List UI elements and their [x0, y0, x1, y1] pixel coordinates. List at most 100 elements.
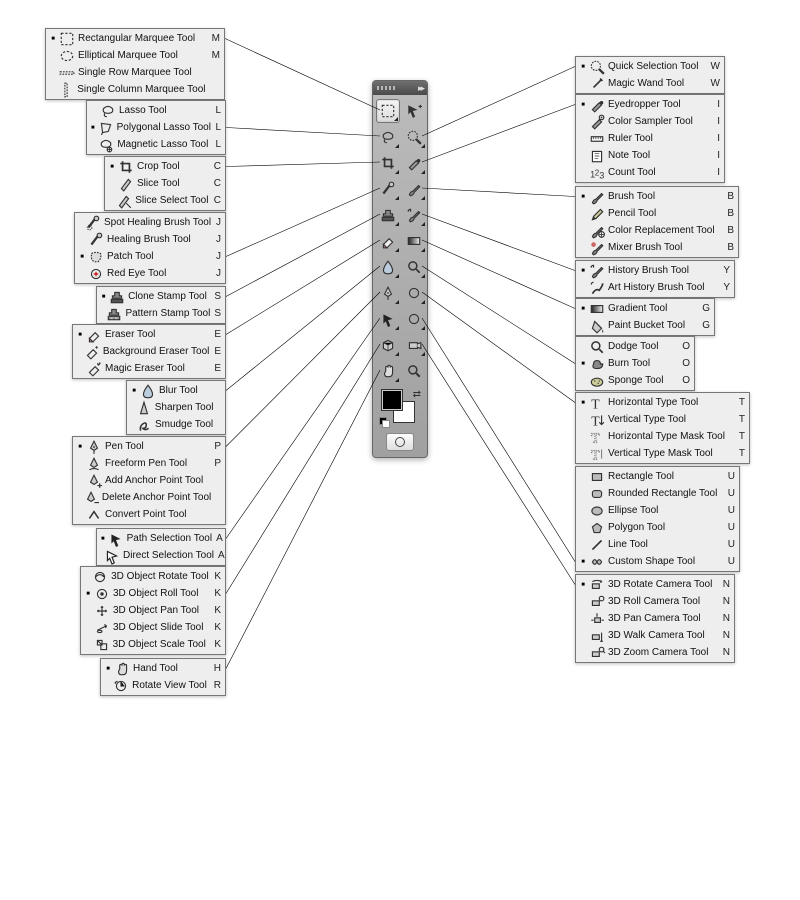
flyout-item[interactable]: Mixer Brush ToolB — [576, 239, 738, 256]
flyout-item[interactable]: ■Patch ToolJ — [75, 248, 225, 265]
flyout-item[interactable]: Delete Anchor Point Tool — [73, 489, 225, 506]
flyout-item[interactable]: ■Custom Shape ToolU — [576, 553, 739, 570]
tool-label: Freeform Pen Tool — [105, 458, 205, 469]
flyout-item[interactable]: ■Clone Stamp ToolS — [97, 288, 225, 305]
flyout-item[interactable]: ■Polygonal Lasso ToolL — [87, 119, 225, 136]
flyout-item[interactable]: Spot Healing Brush ToolJ — [75, 214, 225, 231]
tool-zoom[interactable] — [402, 359, 426, 383]
flyout-item[interactable]: THorizontal Type Mask ToolT — [576, 428, 749, 445]
flyout-item[interactable]: Pattern Stamp ToolS — [97, 305, 225, 322]
flyout-item[interactable]: Single Row Marquee Tool — [46, 64, 224, 81]
flyout-item[interactable]: ■Eyedropper ToolI — [576, 96, 724, 113]
tool-crop[interactable] — [376, 151, 400, 175]
flyout-item[interactable]: 3D Object Slide ToolK — [81, 619, 225, 636]
flyout-item[interactable]: ■Blur Tool — [127, 382, 225, 399]
flyout-item[interactable]: ■Rectangular Marquee ToolM — [46, 30, 224, 47]
flyout-item[interactable]: 3D Object Scale ToolK — [81, 636, 225, 653]
flyout-item[interactable]: Red Eye ToolJ — [75, 265, 225, 282]
flyout-item[interactable]: Line ToolU — [576, 536, 739, 553]
tool-cam3d[interactable] — [402, 333, 426, 357]
flyout-item[interactable]: Magnetic Lasso ToolL — [87, 136, 225, 153]
flyout-item[interactable]: Slice Select ToolC — [105, 192, 225, 209]
flyout-item[interactable]: ■History Brush ToolY — [576, 262, 734, 279]
tool-blur[interactable] — [376, 255, 400, 279]
flyout-item[interactable]: Pencil ToolB — [576, 205, 738, 222]
flyout-item[interactable]: Add Anchor Point Tool — [73, 472, 225, 489]
quick-mask-button[interactable] — [386, 433, 414, 451]
tool-pathsel[interactable] — [376, 307, 400, 331]
flyout-item[interactable]: 3D Object Rotate ToolK — [81, 568, 225, 585]
flyout-item[interactable]: Color Sampler ToolI — [576, 113, 724, 130]
flyout-item[interactable]: Ellipse ToolU — [576, 502, 739, 519]
flyout-item[interactable]: Magic Eraser ToolE — [73, 360, 225, 377]
flyout-item[interactable]: Paint Bucket ToolG — [576, 317, 714, 334]
flyout-item[interactable]: Freeform Pen ToolP — [73, 455, 225, 472]
tool-hand[interactable] — [376, 359, 400, 383]
flyout-item[interactable]: Rotate View ToolR — [101, 677, 225, 694]
flyout-item[interactable]: 3D Walk Camera ToolN — [576, 627, 734, 644]
flyout-item[interactable]: ■Hand ToolH — [101, 660, 225, 677]
tool-obj3d[interactable] — [376, 333, 400, 357]
flyout-item[interactable]: Sharpen Tool — [127, 399, 225, 416]
flyout-item[interactable]: ■THorizontal Type ToolT — [576, 394, 749, 411]
tool-type[interactable] — [402, 281, 426, 305]
flyout-item[interactable]: Rounded Rectangle ToolU — [576, 485, 739, 502]
tool-quicksel[interactable] — [402, 125, 426, 149]
panel-header[interactable]: ▸▸ — [373, 81, 427, 95]
flyout-item[interactable]: 3D Pan Camera ToolN — [576, 610, 734, 627]
flyout-item[interactable]: TVertical Type Mask ToolT — [576, 445, 749, 462]
tool-pen[interactable] — [376, 281, 400, 305]
tool-brush[interactable] — [402, 177, 426, 201]
flyout-item[interactable]: Color Replacement ToolB — [576, 222, 738, 239]
tool-stamp[interactable] — [376, 203, 400, 227]
flyout-item[interactable]: Note ToolI — [576, 147, 724, 164]
flyout-item[interactable]: ■Eraser ToolE — [73, 326, 225, 343]
flyout-item[interactable]: Convert Point Tool — [73, 506, 225, 523]
swap-colors-icon[interactable]: ⇄ — [413, 389, 421, 400]
color-swatches[interactable]: ⇄ — [379, 389, 421, 427]
flyout-item[interactable]: ■Brush ToolB — [576, 188, 738, 205]
tool-lasso[interactable] — [376, 125, 400, 149]
flyout-item[interactable]: Rectangle ToolU — [576, 468, 739, 485]
flyout-item[interactable]: ■Burn ToolO — [576, 355, 694, 372]
flyout-item[interactable]: Magic Wand ToolW — [576, 75, 724, 92]
flyout-item[interactable]: Art History Brush ToolY — [576, 279, 734, 296]
flyout-item[interactable]: Smudge Tool — [127, 416, 225, 433]
flyout-item[interactable]: ■Pen ToolP — [73, 438, 225, 455]
flyout-item[interactable]: Healing Brush ToolJ — [75, 231, 225, 248]
flyout-item[interactable]: TVertical Type ToolT — [576, 411, 749, 428]
tool-shape[interactable] — [402, 307, 426, 331]
tool-gradient[interactable] — [402, 229, 426, 253]
flyout-item[interactable]: Slice ToolC — [105, 175, 225, 192]
tool-eyedrop[interactable] — [402, 151, 426, 175]
tool-heal[interactable] — [376, 177, 400, 201]
flyout-item[interactable]: ■Crop ToolC — [105, 158, 225, 175]
flyout-item[interactable]: 3D Roll Camera ToolN — [576, 593, 734, 610]
flyout-item[interactable]: 3D Zoom Camera ToolN — [576, 644, 734, 661]
flyout-item[interactable]: Dodge ToolO — [576, 338, 694, 355]
flyout-item[interactable]: Elliptical Marquee ToolM — [46, 47, 224, 64]
flyout-item[interactable]: Single Column Marquee Tool — [46, 81, 224, 98]
flyout-item[interactable]: 123Count ToolI — [576, 164, 724, 181]
tool-eraser[interactable] — [376, 229, 400, 253]
tool-move[interactable] — [402, 99, 426, 123]
collapse-arrows-icon[interactable]: ▸▸ — [418, 83, 423, 94]
tool-dodge[interactable] — [402, 255, 426, 279]
tool-history[interactable] — [402, 203, 426, 227]
flyout-item[interactable]: Ruler ToolI — [576, 130, 724, 147]
flyout-item[interactable]: ■3D Object Roll ToolK — [81, 585, 225, 602]
flyout-item[interactable]: ■Quick Selection ToolW — [576, 58, 724, 75]
flyout-item[interactable]: Background Eraser ToolE — [73, 343, 225, 360]
flyout-item[interactable]: 3D Object Pan ToolK — [81, 602, 225, 619]
flyout-item[interactable]: ■3D Rotate Camera ToolN — [576, 576, 734, 593]
flyout-item[interactable]: ■Gradient ToolG — [576, 300, 714, 317]
default-colors-icon[interactable] — [379, 417, 389, 427]
tool-marquee[interactable] — [376, 99, 400, 123]
flyout-item[interactable]: Lasso ToolL — [87, 102, 225, 119]
flyout-item[interactable]: Polygon ToolU — [576, 519, 739, 536]
flyout-item[interactable]: Sponge ToolO — [576, 372, 694, 389]
tool-label: 3D Object Roll Tool — [113, 588, 205, 599]
foreground-swatch[interactable] — [381, 389, 403, 411]
flyout-item[interactable]: Direct Selection ToolA — [97, 547, 225, 564]
flyout-item[interactable]: ■Path Selection ToolA — [97, 530, 225, 547]
